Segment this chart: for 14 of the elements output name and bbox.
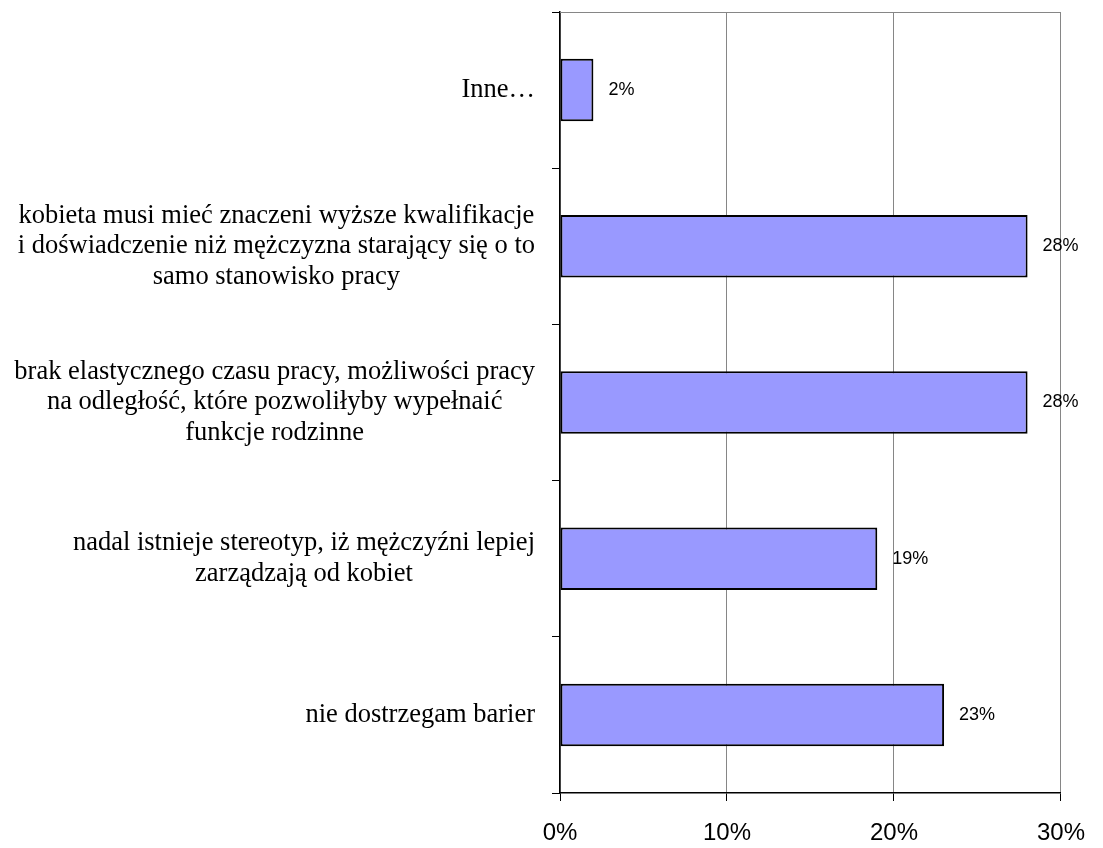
data-label: 28% — [1042, 235, 1079, 256]
x-tick-label: 0% — [542, 818, 578, 846]
y-tick-label: kobieta musi mieć znaczeni wyższe kwalifikacje i doświadczenie niż mężczyzna starający się o to samo stanowisko pracy — [17, 198, 535, 290]
x-tick-label: 10% — [702, 818, 752, 846]
x-tick-label: 30% — [1036, 818, 1086, 846]
x-tick-label: 20% — [869, 818, 919, 846]
y-tick-label: nadal istnieje stereotyp, iż mężczyźni lepiej zarządzają od kobiet — [72, 526, 536, 587]
data-label: 23% — [959, 703, 996, 724]
data-label: 28% — [1042, 391, 1079, 412]
y-tick-label: Inne… — [461, 73, 535, 104]
y-tick-label: brak elastycznego czasu pracy, możliwości pracy na odległość, które pozwoliłyby wypełnaić funkcje rodzinne — [14, 354, 536, 446]
data-label: 2% — [608, 79, 635, 100]
y-tick-label: nie dostrzegam barier — [305, 697, 536, 728]
data-label: 19% — [892, 547, 929, 568]
